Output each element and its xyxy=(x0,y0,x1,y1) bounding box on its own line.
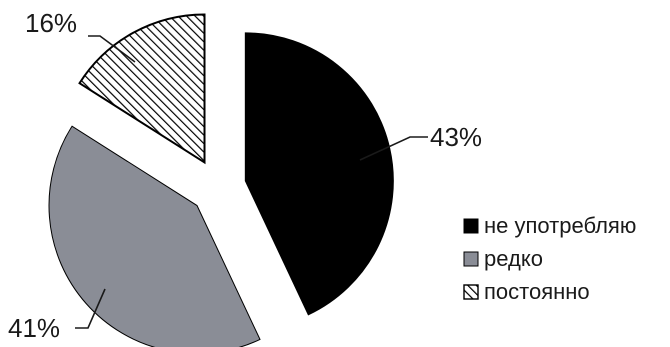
legend: не употребляю редко постоянно xyxy=(463,213,636,304)
legend-swatch-black xyxy=(463,218,479,234)
leader-lines xyxy=(75,35,428,329)
pie-slice-postoyanno xyxy=(78,13,206,165)
legend-label-postoyanno: постоянно xyxy=(484,279,590,304)
data-labels: 43% 41% 16% xyxy=(8,8,482,343)
data-label-41: 41% xyxy=(8,313,60,343)
data-label-16: 16% xyxy=(25,8,77,38)
legend-item-redko: редко xyxy=(463,246,543,271)
legend-label-redko: редко xyxy=(484,246,543,271)
data-label-43: 43% xyxy=(430,122,482,152)
leader-line-41 xyxy=(75,288,106,329)
leader-line-16 xyxy=(88,35,136,63)
legend-swatch-gray xyxy=(463,251,479,267)
legend-label-ne-upotreblyayu: не употребляю xyxy=(484,213,636,238)
pie-slices xyxy=(48,13,394,347)
leader-line-43 xyxy=(359,136,428,161)
legend-item-ne-upotreblyayu: не употребляю xyxy=(463,213,636,238)
legend-swatch-hatch xyxy=(463,284,479,300)
pie-slice-ne-upotreblyayu xyxy=(244,32,394,316)
pie-slice-redko xyxy=(48,125,261,347)
legend-item-postoyanno: постоянно xyxy=(463,279,590,304)
